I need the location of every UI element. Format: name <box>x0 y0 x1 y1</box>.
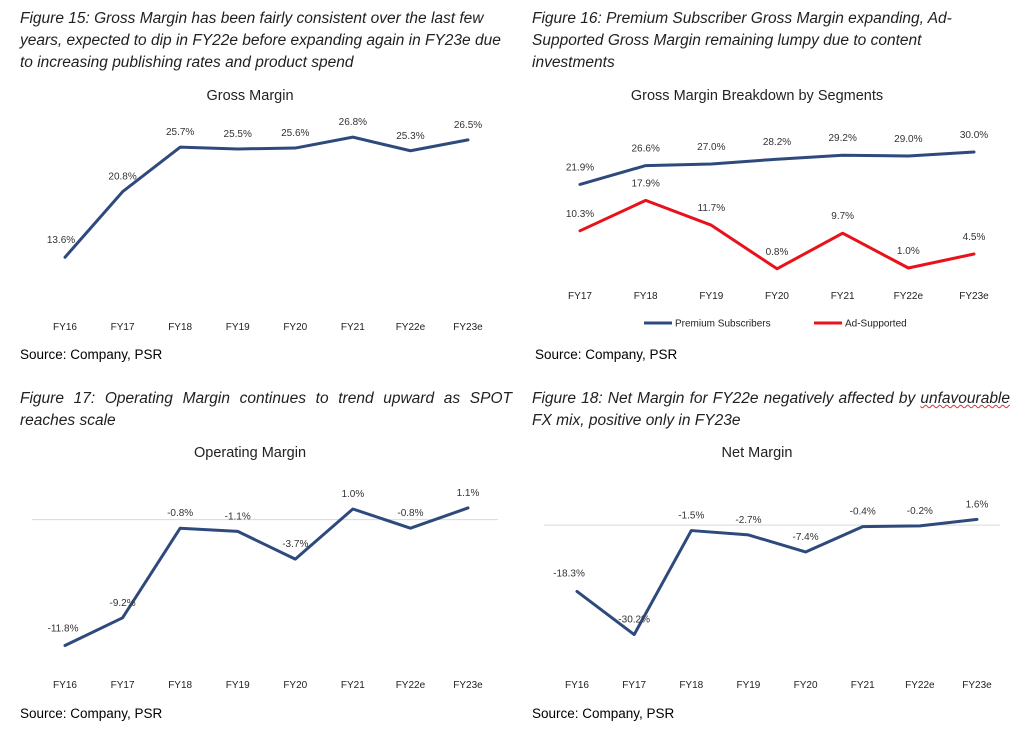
chart-title: Gross Margin Breakdown by Segments <box>631 88 883 104</box>
figure-18-title: Figure 18: Net Margin for FY22e negative… <box>532 388 1010 432</box>
x-tick-label: FY16 <box>565 680 589 691</box>
data-label: 0.8% <box>766 247 789 258</box>
data-label: 1.6% <box>966 499 989 510</box>
data-label: 25.7% <box>166 127 194 138</box>
series-line-operating-margin <box>63 506 470 648</box>
figure-17-title: Figure 17: Operating Margin continues to… <box>20 390 512 429</box>
chart-title: Net Margin <box>722 445 793 461</box>
data-label: 17.9% <box>631 178 659 189</box>
gross-margin-chart: Gross Margin FY16 FY17 FY18 FY19 FY20 FY21 FY22… <box>47 88 483 333</box>
series-line-premium-subscribers <box>578 150 976 186</box>
data-label: 29.2% <box>828 133 856 144</box>
figure-17-source: Source: Company, PSR <box>20 706 163 721</box>
figure-18-title-part2: FX mix, positive only in FY23e <box>532 412 741 429</box>
x-tick-label: FY22e <box>894 291 924 302</box>
x-tick-label: FY21 <box>851 680 875 691</box>
data-label: 26.6% <box>631 144 659 155</box>
data-label: 1.1% <box>457 488 480 499</box>
x-tick-label: FY21 <box>831 291 855 302</box>
data-label: 11.7% <box>698 203 726 214</box>
data-label: 25.6% <box>281 128 309 139</box>
net-margin-chart: Net Margin FY16 FY17 FY18 FY19 FY20 FY21 FY22e F… <box>544 445 1000 691</box>
data-label: 25.3% <box>396 131 424 142</box>
figure-18-source: Source: Company, PSR <box>532 706 675 721</box>
data-label: -7.4% <box>793 532 819 543</box>
x-tick-label: FY17 <box>111 322 135 333</box>
x-tick-label: FY16 <box>53 680 77 691</box>
operating-margin-chart: Operating Margin FY16 FY17 FY18 FY19 FY20 FY21… <box>32 445 498 691</box>
x-tick-label: FY19 <box>736 680 760 691</box>
data-label: -0.8% <box>397 508 423 519</box>
data-label: 29.0% <box>894 134 922 145</box>
data-label: -0.8% <box>167 508 193 519</box>
segment-margin-chart: Gross Margin Breakdown by Segments FY17 FY… <box>566 88 989 330</box>
x-tick-label: FY20 <box>765 291 789 302</box>
data-label: 21.9% <box>566 162 594 173</box>
x-tick-label: FY19 <box>226 680 250 691</box>
data-label: -1.1% <box>225 511 251 522</box>
x-tick-label: FY19 <box>699 291 723 302</box>
data-label: -0.4% <box>850 507 876 518</box>
x-tick-label: FY18 <box>679 680 703 691</box>
data-label: 10.3% <box>566 209 594 220</box>
series-line-ad-supported <box>578 198 976 271</box>
x-tick-label: FY23e <box>959 291 989 302</box>
data-label: -3.7% <box>282 539 308 550</box>
data-label: 20.8% <box>108 172 136 183</box>
chart-title: Operating Margin <box>194 445 306 461</box>
x-tick-label: FY23e <box>453 680 483 691</box>
data-label: 25.5% <box>224 129 252 140</box>
x-tick-label: FY18 <box>168 680 192 691</box>
x-tick-label: FY23e <box>453 322 483 333</box>
data-label: 1.0% <box>341 489 364 500</box>
data-label: -2.7% <box>735 515 761 526</box>
data-label: 27.0% <box>697 142 725 153</box>
data-label: -18.3% <box>553 568 585 579</box>
data-label: 1.0% <box>897 246 920 257</box>
x-tick-label: FY23e <box>962 680 992 691</box>
chart-title: Gross Margin <box>206 88 293 104</box>
x-tick-label: FY22e <box>905 680 935 691</box>
series-line-net-margin <box>575 517 979 637</box>
x-tick-label: FY19 <box>226 322 250 333</box>
data-label: -9.2% <box>110 598 136 609</box>
data-label: -11.8% <box>48 624 79 635</box>
data-label: 26.8% <box>339 117 367 128</box>
data-label: -30.2% <box>618 615 650 626</box>
x-tick-label: FY22e <box>396 680 426 691</box>
legend-label: Ad-Supported <box>845 319 907 330</box>
figure-18-title-spellcheck-word: unfavourable <box>920 390 1010 407</box>
data-label: 30.0% <box>960 130 988 141</box>
series-line-gross-margin <box>63 135 470 259</box>
data-label: 13.6% <box>47 235 75 246</box>
data-label: 26.5% <box>454 120 482 131</box>
figure-15-source: Source: Company, PSR <box>20 347 163 362</box>
x-tick-label: FY20 <box>794 680 818 691</box>
x-tick-label: FY21 <box>341 322 365 333</box>
data-label: -1.5% <box>678 511 704 522</box>
x-tick-label: FY17 <box>568 291 592 302</box>
figure-18-title-part1: Figure 18: Net Margin for FY22e negative… <box>532 390 921 407</box>
x-tick-label: FY18 <box>634 291 658 302</box>
x-tick-label: FY20 <box>283 680 307 691</box>
data-label: -0.2% <box>907 506 933 517</box>
x-tick-label: FY22e <box>396 322 426 333</box>
legend-label: Premium Subscribers <box>675 319 771 330</box>
x-tick-label: FY18 <box>168 322 192 333</box>
x-tick-label: FY21 <box>341 680 365 691</box>
figure-16-source: Source: Company, PSR <box>535 347 678 362</box>
data-label: 4.5% <box>963 232 986 243</box>
x-tick-label: FY17 <box>622 680 646 691</box>
data-label: 9.7% <box>831 211 854 222</box>
figure-15-title: Figure 15: Gross Margin has been fairly … <box>20 10 501 71</box>
figure-16-title: Figure 16: Premium Subscriber Gross Marg… <box>532 10 952 71</box>
x-tick-label: FY20 <box>283 322 307 333</box>
x-tick-label: FY17 <box>111 680 135 691</box>
data-label: 28.2% <box>763 137 791 148</box>
x-tick-label: FY16 <box>53 322 77 333</box>
